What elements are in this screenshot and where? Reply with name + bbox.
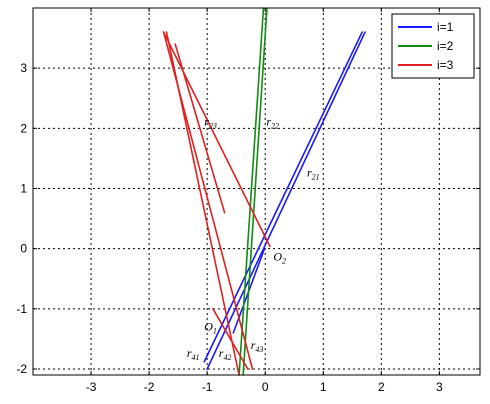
legend-label: i=3: [437, 58, 454, 72]
y-tick-label: 0: [20, 242, 27, 256]
legend-label: i=2: [437, 39, 454, 53]
x-tick-label: 1: [320, 380, 327, 394]
series-line-segment: [242, 7, 268, 376]
annotation-label: r43: [251, 338, 264, 354]
y-tick-label: -1: [16, 302, 27, 316]
legend: i=1 i=2 i=3: [391, 13, 475, 79]
annotation-label: O1: [204, 319, 217, 335]
annotations: r23 r22 r21 O2 O1 r41 r42 r43: [187, 114, 320, 362]
y-tick-label: 3: [20, 61, 27, 75]
y-tick-label: 1: [20, 181, 27, 195]
series-line-segment: [238, 7, 265, 376]
series-line-segment: [206, 31, 366, 370]
series-3: [162, 31, 271, 376]
x-tick-label: -3: [86, 380, 97, 394]
series-line-segment: [212, 308, 249, 370]
series-line-segment: [165, 31, 240, 376]
annotation-label: r21: [307, 165, 320, 181]
axis-ticks: -3 -2 -1 0 1 2 3 -2 -1 0 1 2 3: [16, 8, 480, 394]
series-line-segment: [162, 31, 271, 248]
annotation-label: r23: [204, 114, 217, 130]
series-line-segment: [203, 31, 363, 363]
y-tick-label: 2: [20, 121, 27, 135]
annotation-label: r42: [219, 346, 232, 362]
annotation-label: r22: [266, 114, 279, 130]
x-tick-label: 2: [378, 380, 385, 394]
series-2: [238, 7, 268, 376]
x-tick-label: -2: [144, 380, 155, 394]
plot-frame: [32, 7, 481, 376]
annotation-label: O2: [273, 250, 286, 266]
series-line-segment: [174, 43, 226, 214]
annotation-label: r41: [187, 346, 200, 362]
x-tick-label: -1: [202, 380, 213, 394]
y-tick-label: -2: [16, 362, 27, 376]
x-tick-label: 3: [436, 380, 443, 394]
series-lines: [162, 7, 366, 376]
legend-label: i=1: [437, 20, 454, 34]
x-tick-label: 0: [262, 380, 269, 394]
